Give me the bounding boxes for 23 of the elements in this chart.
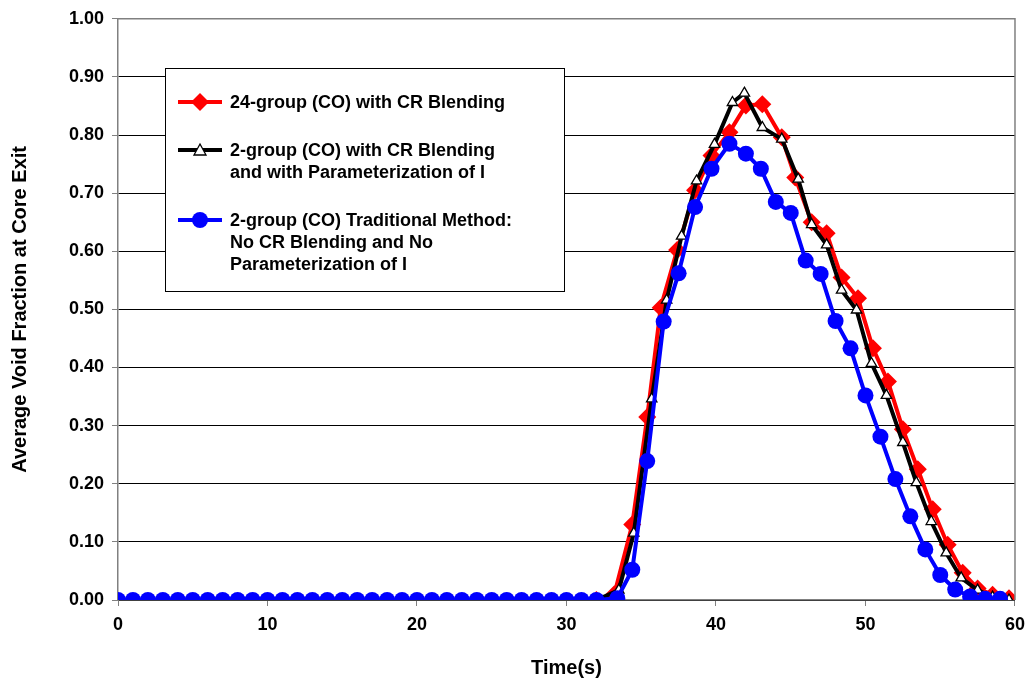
y-tick-label: 0.40 [68, 356, 104, 377]
x-tick-label: 60 [1004, 613, 1025, 634]
x-tick-label: 50 [855, 613, 876, 634]
x-axis-title: Time(s) [531, 655, 602, 678]
x-tick-label: 30 [556, 613, 577, 634]
legend-label: 2-group (CO) with CR Blending and with Parameterization of I [230, 139, 496, 183]
y-tick-label: 0.20 [68, 472, 104, 493]
y-tick-label: 0.90 [68, 65, 104, 86]
y-tick-label: 0.80 [68, 124, 104, 145]
y-axis-title: Average Void Fraction at Core Exit [7, 145, 30, 473]
y-tick-label: 0.50 [68, 298, 104, 319]
legend-label: 24-group (CO) with CR Blending [230, 91, 506, 113]
x-tick-label: 0 [112, 613, 124, 634]
x-tick-label: 20 [406, 613, 428, 634]
y-tick-label: 0.70 [68, 182, 104, 203]
y-tick-label: 0.00 [68, 588, 104, 609]
y-tick-label: 1.00 [68, 7, 104, 28]
y-tick-label: 0.10 [68, 530, 104, 551]
y-tick-label: 0.60 [68, 240, 104, 261]
x-tick-label: 40 [705, 613, 727, 634]
y-tick-label: 0.30 [68, 414, 104, 435]
x-tick-label: 10 [257, 613, 278, 634]
legend-label: 2-group (CO) Traditional Method: No CR Blending and No Parameterization of I [230, 209, 513, 275]
